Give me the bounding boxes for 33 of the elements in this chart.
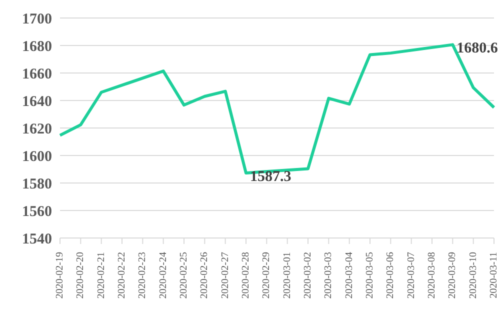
x-tick-label: 2020-02-27 bbox=[220, 252, 231, 299]
x-tick-label: 2020-02-24 bbox=[158, 252, 169, 299]
y-tick-label: 1660 bbox=[22, 66, 52, 82]
data-label: 1680.6 bbox=[456, 40, 498, 57]
x-tick-label: 2020-03-01 bbox=[282, 252, 293, 299]
x-tick-label: 2020-02-22 bbox=[116, 252, 128, 299]
x-tick-label: 2020-03-02 bbox=[302, 252, 314, 299]
x-tick-label: 2020-02-19 bbox=[54, 252, 66, 299]
y-tick-label: 1620 bbox=[22, 121, 52, 138]
x-tick-label: 2020-02-23 bbox=[137, 252, 148, 299]
x-tick-label: 2020-03-10 bbox=[468, 252, 479, 299]
y-tick-label: 1600 bbox=[22, 148, 52, 165]
x-tick-label: 2020-03-04 bbox=[344, 252, 355, 299]
x-tick-label: 2020-03-11 bbox=[488, 252, 500, 298]
x-tick-label: 2020-03-07 bbox=[406, 252, 417, 299]
y-tick-label: 1560 bbox=[22, 204, 52, 220]
y-tick-label: 1540 bbox=[22, 231, 52, 248]
x-tick-label: 2020-03-09 bbox=[447, 252, 458, 299]
x-tick-label: 2020-03-05 bbox=[364, 252, 376, 299]
x-tick-label: 2020-02-20 bbox=[75, 252, 86, 299]
x-tick-label: 2020-02-25 bbox=[178, 252, 190, 299]
data-label: 1587.3 bbox=[250, 168, 292, 185]
y-tick-label: 1640 bbox=[22, 94, 52, 110]
x-tick-label: 2020-02-29 bbox=[261, 252, 272, 299]
y-tick-label: 1680 bbox=[22, 38, 52, 55]
y-tick-label: 1700 bbox=[22, 11, 52, 28]
x-tick-label: 2020-03-06 bbox=[385, 252, 396, 299]
x-tick-label: 2020-02-28 bbox=[240, 252, 252, 299]
x-tick-label: 2020-03-03 bbox=[323, 252, 334, 299]
x-tick-label: 2020-02-26 bbox=[199, 252, 210, 299]
x-tick-label: 2020-03-08 bbox=[426, 252, 438, 299]
x-tick-label: 2020-02-21 bbox=[96, 252, 107, 299]
y-tick-label: 1580 bbox=[22, 176, 52, 192]
